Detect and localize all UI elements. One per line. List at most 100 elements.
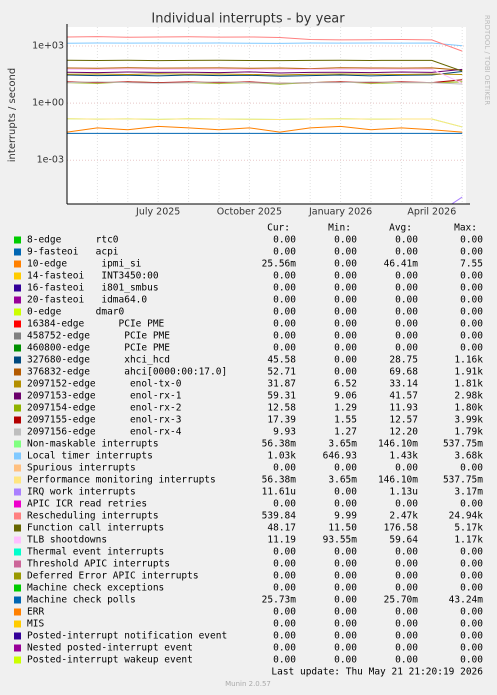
legend-avg: 59.64	[389, 535, 418, 546]
legend-swatch	[14, 248, 21, 256]
legend-min: 0.00	[334, 259, 357, 270]
legend-avg: 1.13u	[389, 487, 418, 498]
legend-avg: 0.00	[395, 343, 418, 354]
legend-cur: 0.00	[273, 571, 296, 582]
legend-min: 0.00	[334, 607, 357, 618]
legend-header: Min:	[328, 223, 351, 234]
x-tick-label: July 2025	[135, 207, 180, 218]
legend-min: 0.00	[334, 307, 357, 318]
legend-max: 0.00	[460, 559, 483, 570]
legend-max: 0.00	[460, 547, 483, 558]
legend-min: 0.00	[334, 631, 357, 642]
legend-avg: 146.10m	[378, 475, 418, 486]
legend-swatch	[14, 320, 21, 328]
legend-max: 0.00	[460, 619, 483, 630]
legend-avg: 0.00	[395, 295, 418, 306]
legend-name: 2097152-edge enol-tx-0	[27, 379, 182, 390]
y-tick-label: 1e-03	[37, 155, 64, 166]
legend-name: Local timer interrupts	[27, 451, 153, 462]
legend-min: 0.00	[334, 619, 357, 630]
legend-min: 0.00	[334, 247, 357, 258]
legend-cur: 31.87	[267, 379, 296, 390]
legend-avg: 0.00	[395, 331, 418, 342]
series-line	[67, 67, 463, 71]
legend-avg: 11.93	[389, 403, 418, 414]
legend-cur: 11.19	[267, 535, 296, 546]
legend-min: 0.00	[334, 367, 357, 378]
legend-name: APIC ICR read retries	[27, 499, 147, 510]
legend-max: 0.00	[460, 499, 483, 510]
legend-min: 0.00	[334, 655, 357, 666]
legend-cur: 0.00	[273, 619, 296, 630]
legend-name: 460800-edge PCIe PME	[27, 343, 170, 354]
legend-avg: 69.68	[389, 367, 418, 378]
legend-max: 7.55	[460, 259, 483, 270]
legend-swatch	[14, 284, 21, 292]
legend-swatch	[14, 608, 21, 616]
legend-swatch	[14, 548, 21, 556]
legend-cur: 52.71	[267, 367, 296, 378]
y-tick-label: 1e+03	[32, 41, 64, 52]
legend-min: 9.06	[334, 391, 357, 402]
legend-avg: 25.70m	[384, 595, 419, 606]
legend-min: 3.65m	[328, 475, 357, 486]
legend-name: 0-edge dmar0	[27, 307, 125, 318]
legend-max: 0.00	[460, 343, 483, 354]
legend-name: 16-fasteoi i801_smbus	[27, 283, 159, 294]
legend-min: 0.00	[334, 271, 357, 282]
legend-cur: 56.38m	[262, 439, 297, 450]
legend-swatch	[14, 512, 21, 520]
legend-avg: 12.57	[389, 415, 418, 426]
legend-avg: 2.47k	[389, 511, 418, 522]
legend-max: 2.98k	[454, 391, 483, 402]
legend-min: 646.93	[323, 451, 357, 462]
legend-max: 3.17m	[454, 487, 483, 498]
legend-cur: 539.84	[262, 511, 297, 522]
legend-max: 0.00	[460, 607, 483, 618]
legend-name: IRQ work interrupts	[27, 487, 136, 498]
legend-name: Function call interrupts	[27, 523, 164, 534]
legend-min: 0.00	[334, 235, 357, 246]
legend-cur: 0.00	[273, 607, 296, 618]
legend-avg: 0.00	[395, 607, 418, 618]
legend-min: 11.50	[328, 523, 357, 534]
legend-min: 0.00	[334, 355, 357, 366]
legend-max: 5.17k	[454, 523, 483, 534]
legend-max: 0.00	[460, 631, 483, 642]
legend-max: 1.91k	[454, 367, 483, 378]
legend-avg: 46.41m	[384, 259, 419, 270]
legend-min: 0.00	[334, 547, 357, 558]
legend-cur: 1.03k	[267, 451, 296, 462]
legend-min: 0.00	[334, 559, 357, 570]
legend-min: 0.00	[334, 499, 357, 510]
legend-max: 1.81k	[454, 379, 483, 390]
legend-avg: 0.00	[395, 463, 418, 474]
legend-name: Threshold APIC interrupts	[27, 559, 170, 570]
legend-max: 537.75m	[443, 439, 483, 450]
legend-min: 0.00	[334, 595, 357, 606]
legend-max: 0.00	[460, 463, 483, 474]
legend-min: 0.00	[334, 571, 357, 582]
legend-name: 2097156-edge enol-rx-4	[27, 427, 182, 438]
legend-swatch	[14, 308, 21, 316]
legend-min: 1.29	[334, 403, 357, 414]
x-tick-label: April 2026	[407, 207, 456, 218]
legend-avg: 0.00	[395, 247, 418, 258]
legend-avg: 0.00	[395, 235, 418, 246]
legend-cur: 0.00	[273, 319, 296, 330]
legend-min: 1.55	[334, 415, 357, 426]
series-line	[67, 125, 463, 133]
legend-cur: 0.00	[273, 643, 296, 654]
legend-swatch	[14, 440, 21, 448]
legend-avg: 1.43k	[389, 451, 418, 462]
legend-avg: 12.20	[389, 427, 418, 438]
legend-cur: 56.38m	[262, 475, 297, 486]
legend-min: 0.00	[334, 583, 357, 594]
legend-min: 3.65m	[328, 439, 357, 450]
legend-max: 0.00	[460, 235, 483, 246]
legend-cur: 0.00	[273, 343, 296, 354]
legend-avg: 176.58	[384, 523, 419, 534]
legend-avg: 0.00	[395, 571, 418, 582]
legend-cur: 0.00	[273, 655, 296, 666]
legend-max: 1.17k	[454, 535, 483, 546]
